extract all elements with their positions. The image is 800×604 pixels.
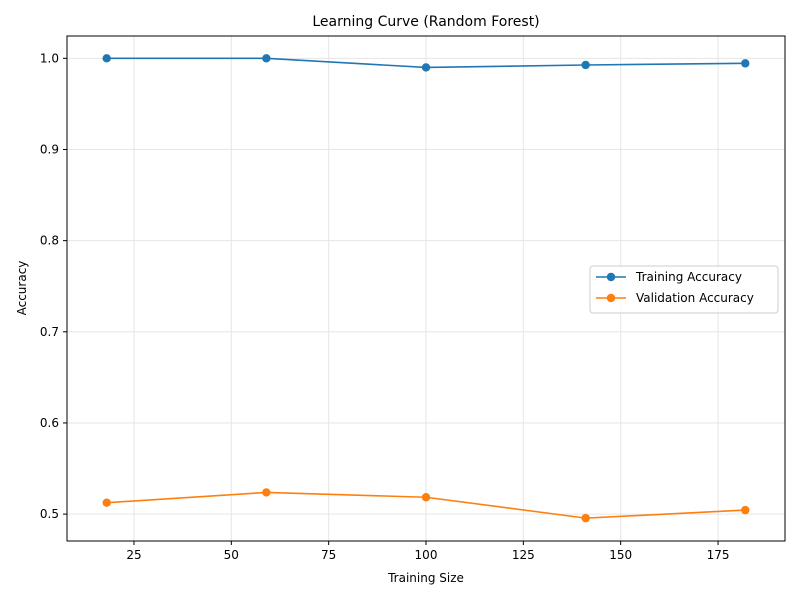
data-point	[262, 54, 271, 63]
y-tick-label: 0.9	[40, 142, 59, 156]
x-tick-label: 75	[321, 548, 336, 562]
chart-title: Learning Curve (Random Forest)	[312, 14, 539, 30]
y-tick-label: 0.5	[40, 507, 59, 521]
data-point	[421, 493, 431, 502]
data-point	[421, 63, 431, 72]
x-tick-label: 50	[224, 548, 239, 562]
x-tick-label: 150	[609, 548, 632, 562]
y-tick-label: 1.0	[40, 51, 59, 65]
grid-lines	[67, 36, 785, 541]
x-tick-label: 125	[512, 548, 535, 562]
data-point	[581, 513, 590, 523]
legend-label: Validation Accuracy	[636, 291, 754, 305]
x-tick-label: 25	[126, 548, 141, 562]
series-validation-accuracy	[102, 488, 750, 523]
legend-marker	[606, 272, 616, 282]
x-tick-label: 175	[707, 548, 730, 562]
y-tick-label: 0.7	[40, 325, 59, 339]
data-point	[102, 54, 111, 63]
legend-box	[589, 265, 779, 314]
axis-ticks: 25 50 75 100 125 150 175 0.5 0.6 0.7 0.8 0.9 1.0	[40, 51, 730, 562]
data-point	[741, 59, 750, 68]
x-axis-label: Training Size	[387, 571, 464, 585]
x-tick-label: 100	[415, 548, 438, 562]
legend-label: Training Accuracy	[635, 270, 742, 284]
legend: Training Accuracy Validation Accuracy	[589, 265, 779, 314]
data-point	[262, 488, 271, 497]
data-point	[741, 505, 750, 515]
legend-items: Training Accuracy Validation Accuracy	[596, 270, 754, 305]
y-tick-label: 0.8	[40, 234, 59, 248]
legend-marker	[606, 293, 616, 303]
data-point	[102, 498, 111, 507]
series-layer	[102, 54, 750, 523]
series-training-accuracy	[102, 54, 750, 72]
y-tick-label: 0.6	[40, 416, 59, 430]
data-point	[581, 60, 590, 70]
y-axis-label: Accuracy	[15, 261, 29, 316]
